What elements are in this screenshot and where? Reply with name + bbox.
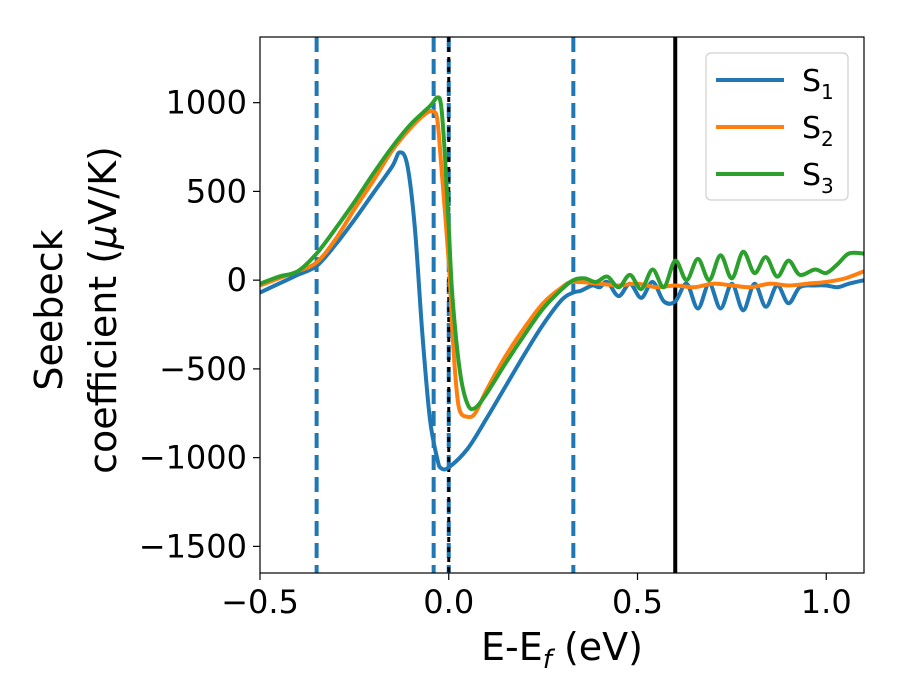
x-axis-title: E-Ef (eV) <box>481 625 643 675</box>
plot-border <box>259 36 865 574</box>
y-tick-label: −1500 <box>139 527 247 565</box>
y-tick-label: 0 <box>227 261 247 299</box>
legend-label: S1 <box>802 64 834 104</box>
y-axis-title-line2: coefficient (μV/K) <box>81 146 125 474</box>
x-tick-label: −0.5 <box>221 583 299 621</box>
y-tick-label: −500 <box>159 350 247 388</box>
legend: S1 S2 S3 <box>705 52 849 201</box>
series-line-s2 <box>260 108 864 420</box>
x-tick-label: 0.5 <box>612 583 663 621</box>
plot-area <box>260 37 864 573</box>
legend-entry-s2: S2 <box>716 111 834 151</box>
x-tick-label: 0.0 <box>423 583 474 621</box>
series-line-s3 <box>260 95 864 412</box>
y-axis-title-line1: Seebeck <box>27 229 71 390</box>
legend-label: S3 <box>802 158 834 198</box>
tick-group: −0.5 0.0 0.5 1.0 −1500 −1000 −500 0 500 1000 <box>139 84 852 621</box>
y-tick-label: 500 <box>186 172 247 210</box>
axes-frame <box>259 36 865 574</box>
y-tick-label: −1000 <box>139 439 247 477</box>
x-tick-label: 1.0 <box>801 583 852 621</box>
legend-entry-s1: S1 <box>716 64 834 104</box>
y-tick-label: 1000 <box>166 84 247 122</box>
y-axis-title: Seebeck coefficient (μV/K) <box>27 146 125 474</box>
series-line-s1 <box>260 150 864 472</box>
legend-label: S2 <box>802 111 834 151</box>
legend-entry-s3: S3 <box>716 158 834 198</box>
